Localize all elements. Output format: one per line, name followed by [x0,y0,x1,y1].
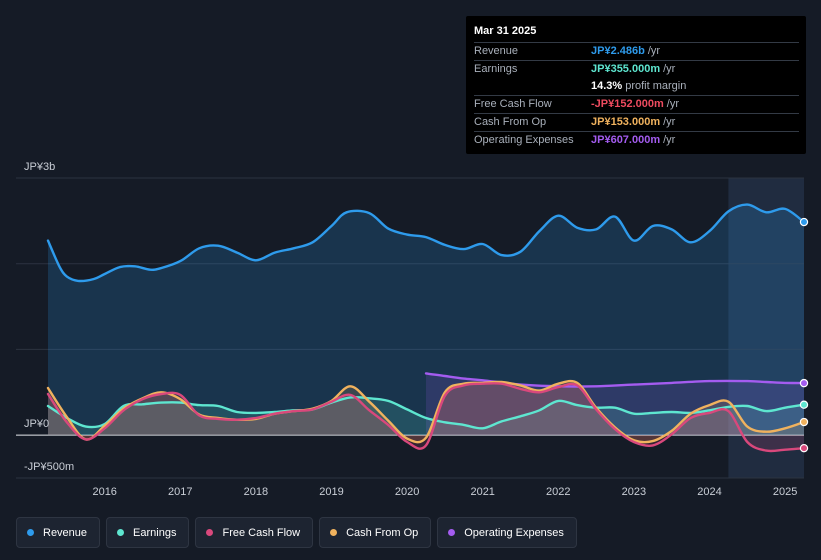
legend-dot-icon [206,529,214,536]
legend-dot-icon [448,529,456,536]
tooltip-row: Operating Expenses JP¥607.000m/yr [474,131,799,149]
chart-legend: Revenue Earnings Free Cash Flow Cash From O… [16,517,583,548]
x-tick-label: 2017 [168,486,192,498]
axis-labels: JP¥3b JP¥0 -JP¥500m 2016 2017 2018 2019 2020 202… [24,161,797,498]
legend-dot-icon [117,529,125,536]
x-tick-label: 2018 [244,486,268,498]
free-cash-flow-endpoint [799,443,809,453]
x-tick-label: 2016 [92,486,116,498]
y-tick-label: -JP¥500m [24,461,74,473]
legend-dot-icon [330,529,338,536]
cash-from-op-area [48,381,804,443]
tooltip-row-value: 14.3% [591,80,623,92]
data-tooltip: Mar 31 2025 Revenue JP¥2.486b/yr Earnings J… [466,16,806,154]
legend-label: Cash From Op [346,526,419,539]
financial-chart: JP¥3b JP¥0 -JP¥500m 2016 2017 2018 2019 2020 202… [16,161,809,498]
tooltip-row: Cash From Op JP¥153.000m/yr [474,113,799,131]
tooltip-row-value: -JP¥152.000m [591,98,664,110]
tooltip-row: 14.3% profit margin [474,78,799,95]
tooltip-row-label: Operating Expenses [474,134,574,146]
revenue-line [46,203,806,283]
legend-label: Revenue [43,526,88,539]
tooltip-row-unit: /yr [663,134,676,146]
x-tick-label: 2020 [395,486,419,498]
x-tick-label: 2025 [773,486,797,498]
revenue-endpoint [799,217,809,227]
legend-item-revenue[interactable]: Revenue [16,517,101,548]
tooltip-row-label: Free Cash Flow [474,98,552,110]
revenue-area [48,204,804,436]
cash-from-op-endpoint [799,417,809,427]
tooltip-row-label: Cash From Op [474,116,547,128]
tooltip-row-value: JP¥607.000m [591,134,661,146]
operating-expenses-line [424,372,806,388]
x-tick-label: 2023 [622,486,646,498]
earnings-area [48,397,804,436]
forecast-region [728,178,804,478]
tooltip-row-unit: /yr [663,63,676,75]
x-tick-label: 2022 [546,486,570,498]
tooltip-rows: Revenue JP¥2.486b/yr Earnings JP¥355.000m/y… [474,42,799,149]
legend-item-cash-from-op[interactable]: Cash From Op [319,517,432,548]
tooltip-row-value: JP¥153.000m [591,116,661,128]
tooltip-row-value: JP¥2.486b [591,45,645,57]
y-tick-label: JP¥3b [24,161,55,173]
tooltip-row-label [474,78,591,95]
earnings-endpoint [799,400,809,409]
free-cash-flow-line [46,382,806,453]
y-tick-label: JP¥0 [24,418,49,430]
tooltip-row-unit: /yr [666,98,680,110]
tooltip-row-value: JP¥355.000m [591,63,661,75]
grid-lines [16,177,804,479]
series-lines [46,203,809,453]
tooltip-row: Free Cash Flow -JP¥152.000m/yr [474,95,799,113]
tooltip-row: Revenue JP¥2.486b/yr [474,42,799,60]
operating-expenses-endpoint [799,378,809,388]
legend-label: Earnings [133,526,177,539]
tooltip-row-unit: /yr [663,116,676,128]
x-tick-label: 2021 [470,486,494,498]
legend-item-operating-expenses[interactable]: Operating Expenses [437,517,577,548]
legend-label: Free Cash Flow [222,526,301,539]
cash-from-op-line [46,379,806,444]
tooltip-row-label: Revenue [474,45,519,57]
legend-label: Operating Expenses [464,526,564,539]
free-cash-flow-area [48,383,804,452]
earnings-line [46,395,806,430]
tooltip-date: Mar 31 2025 [474,25,537,37]
x-tick-label: 2024 [697,486,721,498]
legend-dot-icon [27,529,34,536]
tooltip-row-label: Earnings [474,63,518,75]
legend-item-earnings[interactable]: Earnings [106,517,190,548]
tooltip-row-unit: /yr [647,45,661,57]
legend-item-free-cash-flow[interactable]: Free Cash Flow [195,517,314,548]
tooltip-row: Earnings JP¥355.000m/yr [474,60,799,78]
x-tick-label: 2019 [319,486,343,498]
tooltip-row-unit: profit margin [625,80,687,92]
